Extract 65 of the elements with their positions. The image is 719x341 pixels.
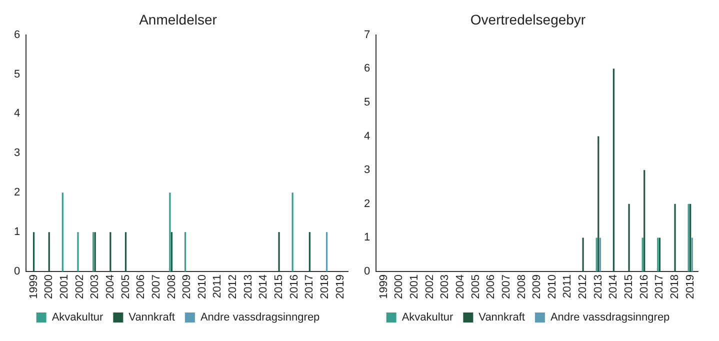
x-tick-label: 2002 [424, 274, 436, 300]
y-tick-label: 5 [364, 96, 370, 108]
y-tick-label: 3 [364, 164, 370, 176]
y-tick-label: 6 [364, 62, 370, 75]
legend-label: Akvakultur [402, 312, 454, 324]
y-tick-label: 4 [364, 130, 370, 142]
x-tick-label: 2012 [577, 274, 590, 300]
x-tick-label: 2004 [454, 274, 466, 300]
y-tick-label: 0 [364, 266, 370, 278]
x-tick-label: 2000 [43, 274, 56, 300]
x-tick-label: 2013 [242, 274, 254, 300]
x-tick-label: 2005 [120, 274, 132, 300]
x-tick-label: 2001 [408, 274, 420, 300]
x-tick-label: 2006 [135, 274, 148, 300]
x-tick-label: 2007 [500, 274, 512, 300]
x-tick-label: 2010 [546, 274, 558, 300]
y-tick-label: 3 [14, 147, 20, 160]
x-tick-label: 2004 [104, 274, 116, 300]
x-tick-label: 2003 [89, 274, 102, 300]
x-tick-label: 1999 [28, 274, 40, 300]
x-tick-label: 2006 [485, 274, 498, 300]
x-tick-label: 1999 [378, 274, 390, 300]
chart-title: Anmeldelser [139, 11, 218, 28]
x-tick-label: 2009 [181, 274, 194, 300]
y-tick-label: 7 [364, 28, 370, 41]
x-tick-label: 2019 [334, 274, 346, 300]
x-tick-label: 2005 [470, 274, 482, 300]
y-tick-label: 4 [14, 108, 20, 120]
y-tick-label: 1 [14, 226, 20, 238]
x-tick-label: 2018 [319, 274, 332, 300]
x-tick-label: 2019 [684, 274, 696, 300]
x-tick-label: 2008 [166, 274, 178, 300]
x-tick-label: 2015 [273, 274, 286, 300]
y-tick-label: 1 [364, 232, 370, 244]
x-tick-label: 2010 [196, 274, 208, 300]
x-tick-label: 2014 [608, 274, 620, 300]
y-tick-label: 0 [14, 266, 20, 278]
x-tick-label: 2012 [227, 274, 240, 300]
x-tick-label: 2015 [623, 274, 636, 300]
legend-label: Vannkraft [128, 312, 175, 324]
y-tick-label: 2 [14, 186, 20, 199]
y-tick-label: 6 [14, 28, 20, 41]
x-tick-label: 2013 [592, 274, 604, 300]
x-tick-label: 2011 [212, 274, 224, 298]
x-tick-label: 2011 [562, 274, 574, 298]
legend-label: Andre vassdragsinngrep [550, 312, 670, 324]
x-tick-label: 2016 [288, 274, 300, 300]
x-tick-label: 2002 [74, 274, 86, 300]
x-tick-label: 2017 [304, 274, 316, 300]
x-tick-label: 2017 [654, 274, 666, 300]
chart-title: Overtredelsegebyr [470, 11, 586, 28]
x-tick-label: 2014 [258, 274, 270, 300]
legend-label: Vannkraft [478, 312, 525, 324]
x-tick-label: 2007 [150, 274, 162, 300]
x-tick-label: 2001 [58, 274, 70, 300]
x-tick-label: 2016 [638, 274, 650, 300]
legend-label: Akvakultur [52, 312, 104, 324]
y-tick-label: 2 [364, 198, 370, 210]
x-tick-label: 2008 [516, 274, 528, 300]
x-tick-label: 2009 [531, 274, 544, 300]
x-tick-label: 2018 [669, 274, 682, 300]
y-tick-label: 5 [14, 68, 20, 80]
x-tick-label: 2003 [439, 274, 452, 300]
legend-label: Andre vassdragsinngrep [200, 312, 320, 324]
x-tick-label: 2000 [393, 274, 406, 300]
